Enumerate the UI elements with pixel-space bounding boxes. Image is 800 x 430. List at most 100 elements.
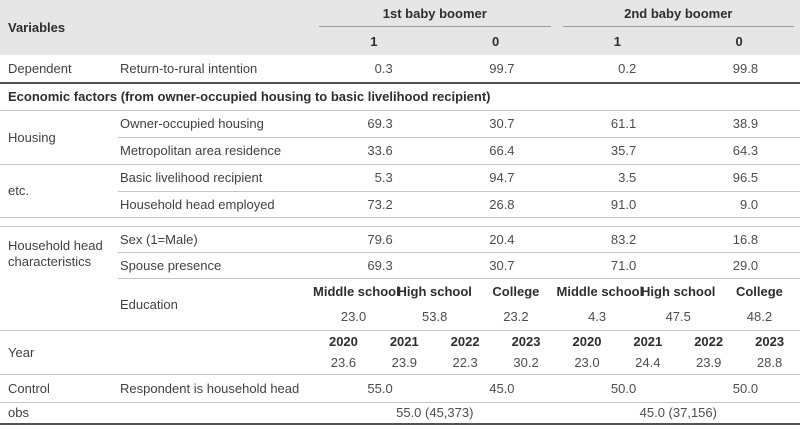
group-header-first-baby-boomer: 1st baby boomer (313, 0, 557, 27)
row-dependent: Dependent Return-to-rural intention 0.3 … (0, 55, 800, 84)
cell-value: 23.9 (696, 355, 722, 370)
cell-value: 9.0 (678, 191, 800, 218)
cell-value: 99.8 (678, 55, 800, 84)
row-control: Control Respondent is household head 55.… (0, 374, 800, 403)
cell-value: 94.7 (434, 164, 557, 192)
education-level-label: College (492, 284, 540, 299)
year-cell: 2022 22.3 (434, 330, 496, 375)
year-label: 2023 (755, 334, 785, 349)
cell-value: 48.2 (746, 309, 773, 324)
cell-value: 20.4 (434, 226, 557, 253)
cell-value: 71.0 (556, 252, 679, 279)
cell-value: 38.9 (678, 110, 800, 138)
subcol-header-1: 1 (313, 27, 435, 55)
group-header-first-label: 1st baby boomer (319, 2, 551, 27)
variable-name: Return-to-rural intention (118, 55, 314, 84)
year-label: 2021 (633, 334, 663, 349)
spacer-row (0, 217, 800, 227)
cell-value: 73.2 (313, 191, 435, 218)
year-label: 2021 (389, 334, 419, 349)
year-label: 2023 (511, 334, 541, 349)
header-row-subcols: 1 0 1 0 (0, 27, 800, 55)
subcol-header-0: 0 (434, 27, 557, 55)
year-cell: 2021 23.9 (373, 330, 435, 375)
variable-name: Household head employed (118, 191, 314, 218)
cell-value: 23.2 (503, 309, 529, 324)
row-label-obs: obs (0, 402, 314, 425)
education-cell: High school 53.8 (394, 278, 476, 331)
year-cell: 2021 24.4 (617, 330, 679, 375)
year-cell: 2020 23.0 (556, 330, 618, 375)
cell-value: 47.5 (665, 309, 691, 324)
cell-value: 35.7 (556, 137, 679, 165)
variable-name: Respondent is household head (118, 374, 314, 403)
cell-value: 69.3 (313, 110, 435, 138)
cell-value: 24.4 (635, 355, 661, 370)
row-economic-factors-heading: Economic factors (from owner-occupied ho… (0, 83, 800, 111)
cell-value: 53.8 (422, 309, 448, 324)
education-level-label: High school (641, 284, 716, 299)
education-cell: College 23.2 (475, 278, 557, 331)
subcol-header-0: 0 (678, 27, 800, 55)
cell-value: 96.5 (678, 164, 800, 192)
cell-value: 69.3 (313, 252, 435, 279)
variable-name: Spouse presence (118, 252, 314, 279)
subcol-header-1: 1 (556, 27, 679, 55)
variable-name: Basic livelihood recipient (118, 164, 314, 192)
cell-value: 16.8 (678, 226, 800, 253)
variables-header: Variables (0, 0, 314, 55)
cell-value: 23.9 (391, 355, 417, 370)
cell-value: 64.3 (678, 137, 800, 165)
year-cell: 2020 23.6 (313, 330, 374, 375)
education-cell: Middle school 4.3 (556, 278, 644, 331)
cell-value: 23.6 (330, 355, 357, 370)
education-cell: Middle school 23.0 (313, 278, 400, 331)
row-label-dependent: Dependent (0, 55, 118, 84)
cell-value: 22.3 (452, 355, 478, 370)
cell-value: 30.7 (434, 110, 557, 138)
cell-value: 0.3 (313, 55, 435, 84)
spacer-cell (0, 217, 800, 227)
cell-value: 91.0 (556, 191, 679, 218)
row-metropolitan-area-residence: Metropolitan area residence 33.6 66.4 35… (0, 137, 800, 165)
cell-value: 83.2 (556, 226, 679, 253)
row-household-head-employed: Household head employed 73.2 26.8 91.0 9… (0, 191, 800, 218)
year-label: 2020 (328, 334, 358, 349)
year-label: 2022 (694, 334, 724, 349)
cell-value: 33.6 (313, 137, 435, 165)
education-level-label: Middle school (556, 284, 644, 299)
row-label-year: Year (0, 330, 314, 375)
cell-value: 45.0 (434, 374, 557, 403)
cell-value: 28.8 (756, 355, 783, 370)
cell-value: 23.0 (574, 355, 600, 370)
education-cell: High school 47.5 (637, 278, 719, 331)
cell-value: 29.0 (678, 252, 800, 279)
cell-value: 5.3 (313, 164, 435, 192)
row-label-housing: Housing (0, 110, 118, 165)
education-level-label: College (735, 284, 783, 299)
year-label: 2022 (450, 334, 480, 349)
section-heading: Economic factors (from owner-occupied ho… (0, 83, 800, 111)
group-header-second-baby-boomer: 2nd baby boomer (556, 0, 800, 27)
variable-name: Education (118, 278, 314, 331)
year-cell: 2022 23.9 (678, 330, 740, 375)
row-label-household-head-characteristics: Household head characteristics (0, 226, 118, 331)
cell-value: 99.7 (434, 55, 557, 84)
cell-value: 30.7 (434, 252, 557, 279)
cell-value: 66.4 (434, 137, 557, 165)
group-header-second-label: 2nd baby boomer (562, 2, 795, 27)
cell-value: 4.3 (588, 309, 607, 324)
row-obs: obs 55.0 (45,373) 45.0 (37,156) (0, 402, 800, 425)
cell-value: 50.0 (678, 374, 800, 403)
cell-value: 61.1 (556, 110, 679, 138)
row-owner-occupied-housing: Housing Owner-occupied housing 69.3 30.7… (0, 110, 800, 165)
obs-value-second-group: 45.0 (37,156) (556, 402, 800, 425)
cell-value: 0.2 (556, 55, 679, 84)
variable-name: Owner-occupied housing (118, 110, 314, 138)
row-sex: Household head characteristics Sex (1=Ma… (0, 226, 800, 331)
cell-value: 26.8 (434, 191, 557, 218)
row-year: Year 2020 23.6 2021 23.9 2022 22.3 2023 … (0, 330, 800, 375)
cell-value: 79.6 (313, 226, 435, 253)
